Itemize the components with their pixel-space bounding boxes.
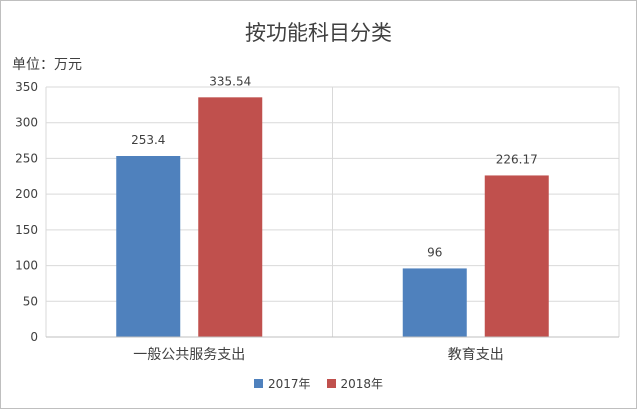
- legend-swatch-2018: [326, 379, 336, 388]
- x-category-label-1: 教育支出: [448, 347, 504, 363]
- bar-1-1: [484, 175, 549, 337]
- bar-0-0: [116, 156, 181, 337]
- y-tick-label-250: 250: [15, 151, 38, 165]
- legend-label-2017: 2017年: [267, 377, 311, 391]
- x-category-label-0: 一般公共服务支出: [133, 347, 245, 363]
- y-tick-label-150: 150: [15, 223, 38, 237]
- y-tick-label-100: 100: [15, 259, 38, 273]
- data-label-1-0: 96: [427, 245, 442, 259]
- data-label-0-0: 253.4: [131, 133, 165, 147]
- data-label-1-1: 226.17: [496, 152, 538, 166]
- unit-label: 单位：万元: [12, 57, 82, 73]
- legend-item-2018: 2018年: [326, 375, 384, 392]
- y-tick-label-300: 300: [15, 116, 38, 130]
- chart-title: 按功能科目分类: [245, 21, 392, 45]
- y-tick-label-0: 0: [30, 330, 38, 344]
- y-tick-label-200: 200: [15, 187, 38, 201]
- legend: 2017年 2018年: [1, 375, 636, 392]
- legend-swatch-2017: [253, 379, 263, 388]
- y-tick-label-50: 50: [23, 294, 38, 308]
- y-tick-label-350: 350: [15, 80, 38, 94]
- legend-item-2017: 2017年: [253, 375, 311, 392]
- bar-0-1: [198, 97, 263, 337]
- legend-label-2018: 2018年: [340, 377, 384, 391]
- data-label-0-1: 335.54: [209, 74, 251, 88]
- bar-1-0: [402, 268, 467, 337]
